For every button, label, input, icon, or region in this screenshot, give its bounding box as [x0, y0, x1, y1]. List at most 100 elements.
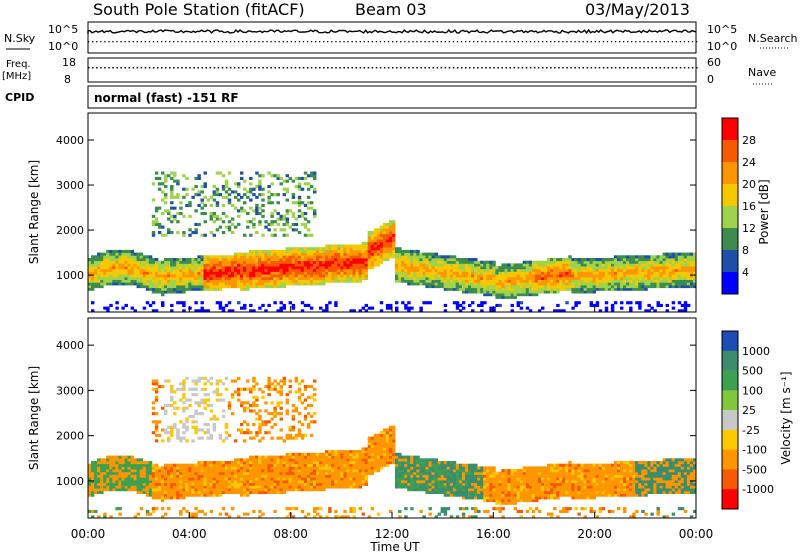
velocity-cell [106, 466, 110, 470]
power-cell [227, 225, 232, 229]
power-cell [635, 282, 639, 286]
power-cell [629, 282, 633, 286]
velocity-cell [249, 482, 253, 486]
power-cell [306, 206, 311, 210]
velocity-cell [182, 477, 186, 481]
power-cell [492, 274, 496, 278]
power-cell [151, 258, 156, 262]
power-cell [139, 268, 144, 272]
power-cell [91, 285, 95, 289]
power-cell [200, 255, 204, 259]
power-cell [313, 255, 317, 259]
power-cell [519, 301, 524, 305]
power-cell [124, 263, 128, 267]
power-cell [261, 214, 265, 218]
power-cell [617, 271, 621, 275]
freq-point [412, 67, 414, 69]
power-cell [285, 187, 290, 191]
power-cell [471, 266, 475, 270]
power-cell [203, 266, 207, 270]
power-cell [285, 190, 290, 194]
power-cell [328, 252, 332, 256]
power-cell [154, 263, 159, 267]
power-cell [145, 263, 150, 267]
power-cell [264, 249, 268, 253]
velocity-cell [306, 412, 311, 416]
power-cell [644, 276, 648, 280]
power-cell [495, 266, 499, 270]
velocity-cell [227, 406, 232, 410]
freq-point [558, 67, 560, 69]
velocity-cell [133, 463, 138, 467]
velocity-cell [218, 490, 223, 495]
power-cell [249, 182, 253, 186]
power-cell [255, 249, 259, 253]
nsearch-point [96, 41, 98, 43]
power-cell [653, 258, 657, 262]
power-cell [188, 271, 192, 275]
velocity-cell [151, 507, 156, 511]
power-cell [519, 290, 524, 294]
power-cell [623, 282, 627, 286]
velocity-cell [313, 420, 317, 424]
power-cell [167, 231, 171, 235]
velocity-cell [127, 474, 131, 478]
nsearch-point [623, 41, 625, 43]
velocity-cell [170, 404, 174, 408]
power-cell [683, 282, 688, 286]
power-cell [227, 268, 232, 272]
power-cell [112, 258, 116, 262]
velocity-cell [288, 488, 293, 492]
velocity-cell [240, 423, 244, 427]
power-cell [358, 279, 363, 283]
power-cell [230, 266, 235, 270]
power-cell [689, 252, 694, 256]
power-cell [243, 279, 247, 283]
nsearch-point [493, 41, 495, 43]
power-cell [537, 287, 542, 291]
freq-unit: [MHz] [2, 71, 31, 82]
nsearch-point [331, 41, 333, 43]
power-cell [677, 271, 682, 275]
velocity-cell [221, 474, 226, 478]
power-cell [370, 266, 375, 270]
velocity-cell [106, 461, 110, 465]
power-cell [373, 260, 378, 264]
velocity-cell [130, 471, 135, 475]
power-cell [300, 266, 305, 270]
power-cell [452, 260, 457, 264]
power-cell [127, 274, 131, 278]
power-cell [249, 263, 253, 267]
velocity-cell [325, 471, 329, 475]
power-cell [458, 282, 463, 286]
velocity-cell [88, 482, 92, 486]
power-cell [240, 271, 244, 275]
velocity-cell [170, 398, 174, 402]
nsearch-point [440, 41, 442, 43]
freq-point [619, 67, 621, 69]
power-cell [364, 303, 369, 307]
power-cell [346, 271, 350, 275]
power-cell [94, 276, 98, 280]
power-cell [316, 249, 320, 253]
power-cell [316, 258, 320, 262]
power-cell [130, 274, 135, 278]
power-cell [410, 306, 414, 310]
power-cell [303, 247, 308, 251]
velocity-cell [127, 480, 131, 484]
power-cell [261, 174, 265, 178]
power-cell [100, 279, 104, 283]
power-cell [471, 285, 475, 289]
power-cell [501, 285, 505, 289]
power-cell [586, 279, 591, 283]
velocity-cell [303, 463, 308, 467]
nsearch-point [635, 41, 637, 43]
power-cell [635, 266, 639, 270]
power-cell [322, 274, 326, 278]
power-cell [182, 271, 186, 275]
power-cell [574, 274, 578, 278]
power-cell [161, 198, 165, 202]
power-cell [446, 282, 451, 286]
power-cell [489, 263, 493, 267]
power-cell [407, 258, 411, 262]
